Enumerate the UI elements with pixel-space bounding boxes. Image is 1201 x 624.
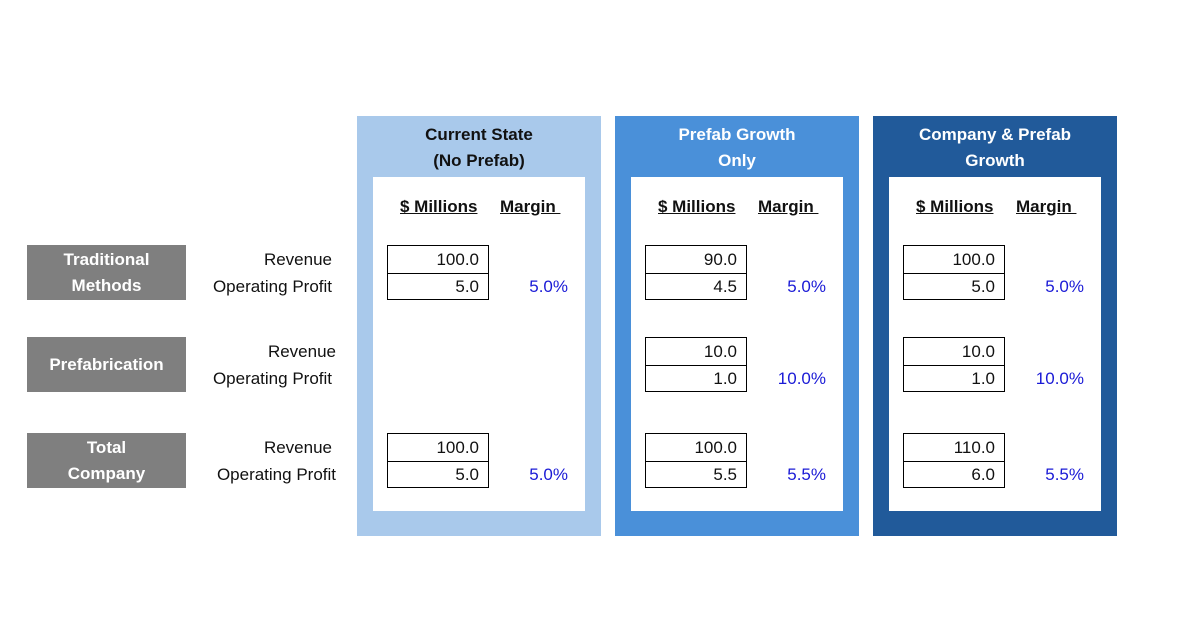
margin-value-prefab: 10.0% [1035,369,1084,388]
value-box-traditional: 100.0 5.0 [387,245,489,300]
value-box-prefab: 10.0 1.0 [903,337,1005,392]
value-box-total: 110.0 6.0 [903,433,1005,488]
margin-value-total: 5.5% [787,465,826,484]
value-box-prefab: 10.0 1.0 [645,337,747,392]
header-millions: $ Millions [916,197,994,216]
scenario-panel-current-state: Current State (No Prefab) $ Millions Mar… [357,116,601,536]
profit-value: 5.0 [388,461,488,488]
profit-value: 1.0 [646,365,746,392]
header-margin: Margin [500,197,561,216]
scenario-table: $ Millions Margin 100.0 5.0 5.0% 100.0 5… [373,177,585,511]
scenario-title: Current State (No Prefab) [425,125,533,170]
profit-value: 5.0 [388,273,488,300]
row-label-operating-profit: Operating Profit [212,277,332,296]
margin-value-total: 5.0% [529,465,568,484]
revenue-value: 100.0 [436,438,479,457]
profit-value: 5.0 [904,273,1004,300]
revenue-value: 110.0 [953,438,995,457]
revenue-value: 100.0 [436,250,479,269]
category-total-company: Total Company [27,433,186,488]
revenue-value: 100.0 [694,438,737,457]
value-box-total: 100.0 5.5 [645,433,747,488]
scenario-panel-company-prefab-growth: Company & Prefab Growth $ Millions Margi… [873,116,1117,536]
scenario-panel-prefab-growth-only: Prefab Growth Only $ Millions Margin 90.… [615,116,859,536]
scenario-table: $ Millions Margin 90.0 4.5 5.0% 10.0 1.0… [631,177,843,511]
row-label-revenue: Revenue [267,342,336,361]
value-box-total: 100.0 5.0 [387,433,489,488]
value-box-traditional: 100.0 5.0 [903,245,1005,300]
header-millions: $ Millions [400,197,478,216]
revenue-value: 10.0 [703,342,737,361]
margin-value-traditional: 5.0% [1045,277,1084,296]
category-prefabrication: Prefabrication [27,337,186,392]
scenario-title: Company & Prefab Growth [918,125,1072,170]
margin-value-traditional: 5.0% [529,277,568,296]
profit-value: 4.5 [646,273,746,300]
margin-value-traditional: 5.0% [787,277,826,296]
category-traditional-methods: Traditional Methods [27,245,186,300]
header-margin: Margin [758,197,819,216]
scenario-title: Prefab Growth Only [678,125,796,170]
header-margin: Margin [1016,197,1077,216]
value-box-traditional: 90.0 4.5 [645,245,747,300]
profit-value: 1.0 [904,365,1004,392]
profit-value: 5.5 [646,461,746,488]
row-label-operating-profit: Operating Profit [212,369,332,388]
row-label-revenue: Revenue [263,438,332,457]
header-millions: $ Millions [658,197,736,216]
scenario-table: $ Millions Margin 100.0 5.0 5.0% 10.0 1.… [889,177,1101,511]
revenue-value: 10.0 [961,342,995,361]
profit-value: 6.0 [904,461,1004,488]
margin-value-prefab: 10.0% [777,369,826,388]
revenue-value: 90.0 [703,250,737,269]
row-label-operating-profit: Operating Profit [216,465,336,484]
margin-value-total: 5.5% [1045,465,1084,484]
row-label-revenue: Revenue [263,250,332,269]
revenue-value: 100.0 [952,250,995,269]
